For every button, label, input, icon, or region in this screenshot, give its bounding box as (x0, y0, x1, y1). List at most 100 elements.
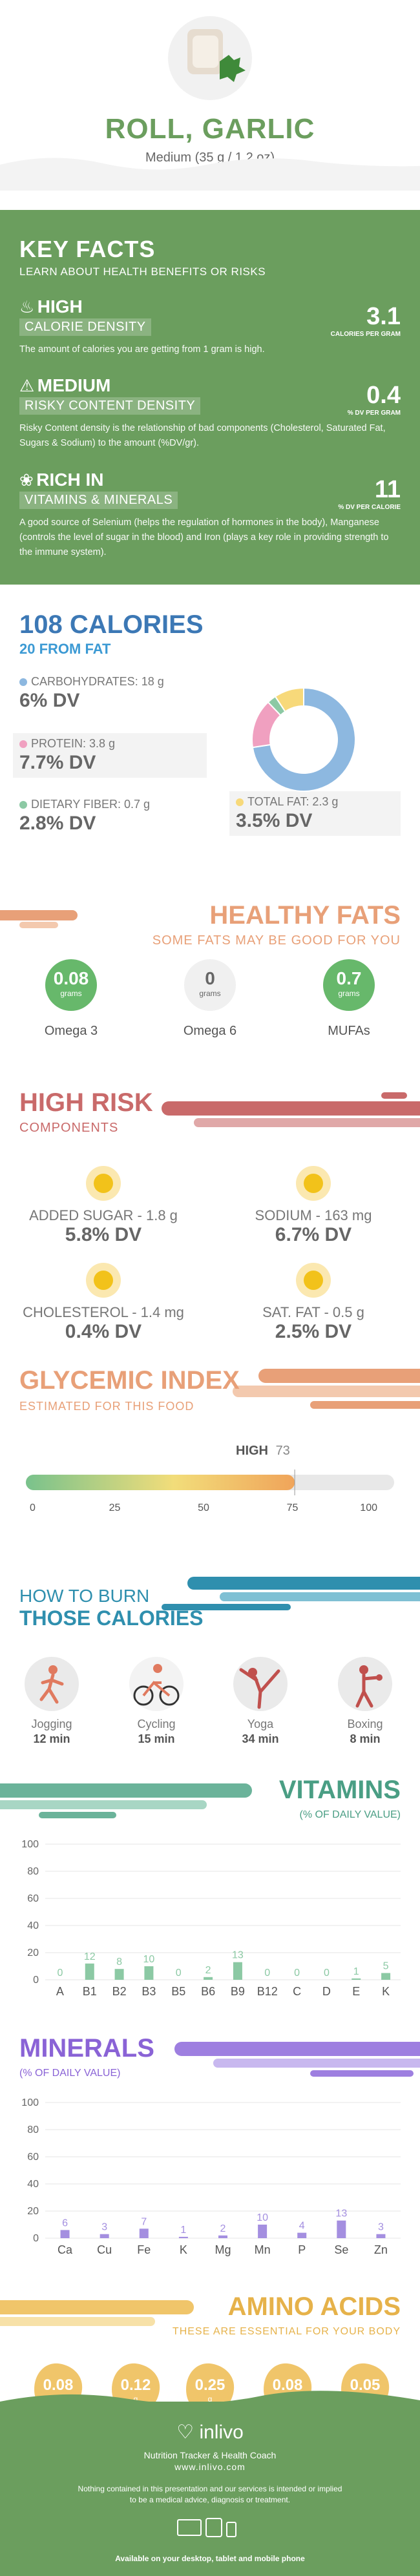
minerals-section: MINERALS (% OF DAILY VALUE) 100 80 60 40 20 0… (0, 2031, 420, 2290)
vitamin-ytick: 20 (27, 1948, 39, 1958)
vitamin-category-label: D (322, 1985, 331, 1998)
vitamin-value-label: 0 (324, 1968, 330, 1979)
mineral-category-label: Ca (58, 2243, 73, 2256)
burn-title-line1: HOW TO BURN (19, 1586, 150, 1606)
smiley-icon (296, 1166, 331, 1201)
amino-value: 0.05 (350, 2376, 381, 2394)
healthy-fats-title: HEALTHY FATS (209, 901, 401, 930)
nutrient-dv: 2.8% DV (19, 813, 96, 834)
glycemic-level: HIGH (236, 1444, 268, 1458)
key-fact-label: RISKY CONTENT DENSITY (19, 397, 201, 415)
warning-icon: ⚠ (19, 376, 35, 396)
macronutrient-donut-chart (251, 687, 356, 792)
calories-title: 108 CALORIES (19, 610, 204, 639)
mineral-ytick: 20 (27, 2206, 39, 2217)
header: ROLL, GARLIC Medium (35 g / 1.2 oz) (0, 16, 420, 210)
vitamin-category-label: B12 (257, 1985, 278, 1998)
vitamin-value-label: 0 (294, 1968, 300, 1979)
vitamin-ytick: 100 (21, 1839, 39, 1850)
nutrient-dv: 3.5% DV (236, 810, 313, 831)
cycling-icon (129, 1657, 184, 1711)
key-fact-value: 0.4 % DV PER GRAM (347, 382, 401, 417)
vitamin-ytick: 80 (27, 1866, 39, 1877)
vitamin-value-label: 12 (84, 1951, 96, 1962)
vitamin-category-label: A (56, 1985, 64, 1998)
glycemic-scale: 0 25 50 75 100 (26, 1470, 394, 1513)
risk-sodium: SODIUM - 163 mg 6.7% DV (229, 1166, 397, 1246)
mineral-ytick: 0 (33, 2233, 39, 2244)
fat-dot (236, 798, 244, 807)
minerals-subtitle: (% OF DAILY VALUE) (19, 2068, 121, 2079)
carbohydrates-dot (19, 678, 27, 687)
mineral-value-label: 4 (299, 2221, 305, 2232)
glycemic-tick: 50 (198, 1502, 209, 1513)
key-fact-value: 11 % DV PER CALORIE (338, 475, 401, 511)
amino-title: AMINO ACIDS (227, 2292, 401, 2321)
glycemic-subtitle: ESTIMATED FOR THIS FOOD (19, 1400, 194, 1413)
burn-yoga: Yoga 34 min (218, 1657, 302, 1746)
yoga-icon (233, 1657, 288, 1711)
amino-value: 0.12 (120, 2376, 151, 2394)
nutrient-carbohydrates: CARBOHYDRATES: 18 g 6% DV (19, 675, 164, 711)
omega6-badge: 0 grams (184, 959, 236, 1011)
burn-jogging: Jogging 12 min (10, 1657, 94, 1746)
nutrient-protein: PROTEIN: 3.8 g 7.7% DV (13, 733, 207, 778)
protein-dot (19, 740, 27, 749)
key-fact-description: The amount of calories you are getting f… (19, 344, 265, 355)
key-fact-vitamins-minerals: ❀ RICH IN VITAMINS & MINERALS 11 % DV PE… (19, 470, 401, 561)
risk-added-sugar: ADDED SUGAR - 1.8 g 5.8% DV (19, 1166, 187, 1246)
footer-wave (0, 2391, 420, 2408)
glycemic-value: 73 (275, 1444, 290, 1458)
high-risk-stripes (162, 1092, 420, 1127)
mineral-value-label: 3 (378, 2222, 384, 2233)
vitamin-category-label: B2 (112, 1985, 127, 1998)
mineral-bar-mg (218, 2235, 227, 2238)
leaf-icon: ❀ (19, 470, 34, 490)
vitamin-ytick: 60 (27, 1893, 39, 1904)
key-fact-value: 3.1 CALORIES PER GRAM (330, 303, 401, 338)
brand-logo[interactable]: ♡ inlivo (176, 2422, 244, 2443)
mineral-category-label: Zn (374, 2243, 388, 2256)
key-fact-level: RICH IN (36, 469, 104, 490)
vitamins-subtitle: (% OF DAILY VALUE) (299, 1809, 401, 1820)
vitamin-value-label: 0 (57, 1968, 63, 1979)
key-facts-subtitle: LEARN ABOUT HEALTH BENEFITS OR RISKS (19, 265, 266, 278)
amino-value: 0.08 (272, 2376, 303, 2394)
vitamins-stripes (0, 1783, 252, 1818)
key-fact-calorie-density: ♨ HIGH CALORIE DENSITY 3.1 CALORIES PER … (19, 296, 401, 357)
mineral-ytick: 100 (21, 2097, 39, 2108)
nutrient-dv: 6% DV (19, 690, 80, 711)
vitamins-title: VITAMINS (278, 1776, 401, 1804)
key-fact-description: A good source of Selenium (helps the reg… (19, 517, 389, 557)
mineral-bar-zn (376, 2234, 386, 2238)
mufas-badge: 0.7 grams (323, 959, 375, 1011)
food-title: ROLL, GARLIC (105, 113, 315, 145)
mineral-bar-k (178, 2236, 188, 2238)
devices-icon (0, 2516, 420, 2542)
grin-icon (86, 1263, 121, 1298)
vitamin-bar-b1 (85, 1963, 94, 1980)
mineral-category-label: Mn (255, 2243, 271, 2256)
amino-badge: 0.25 g (182, 2361, 238, 2416)
mineral-value-label: 10 (257, 2212, 268, 2223)
donut-slice-carbohydrates (251, 687, 356, 792)
burn-cycling: Cycling 15 min (114, 1657, 198, 1746)
mineral-bar-p (297, 2232, 307, 2238)
heart-icon: ♡ (176, 2422, 194, 2443)
vitamin-bar-b6 (204, 1977, 213, 1980)
amino-subtitle: THESE ARE ESSENTIAL FOR YOUR BODY (172, 2326, 401, 2337)
vitamins-section: VITAMINS (% OF DAILY VALUE) 100 80 60 40 20 0… (0, 1773, 420, 2031)
vitamin-value-label: 1 (353, 1966, 359, 1977)
vitamin-value-label: 0 (176, 1968, 182, 1979)
vitamin-category-label: K (382, 1985, 390, 1998)
brand-website-link[interactable]: www.inlivo.com (174, 2462, 246, 2472)
vitamin-category-label: B1 (83, 1985, 97, 1998)
key-fact-level: HIGH (37, 296, 83, 317)
glycemic-tick: 75 (287, 1502, 299, 1513)
mineral-bar-se (337, 2220, 346, 2238)
vitamin-bar-b3 (144, 1966, 154, 1980)
vitamin-bar-k (381, 1973, 391, 1980)
vitamin-category-label: B5 (171, 1985, 185, 1998)
mineral-ytick: 40 (27, 2179, 39, 2190)
